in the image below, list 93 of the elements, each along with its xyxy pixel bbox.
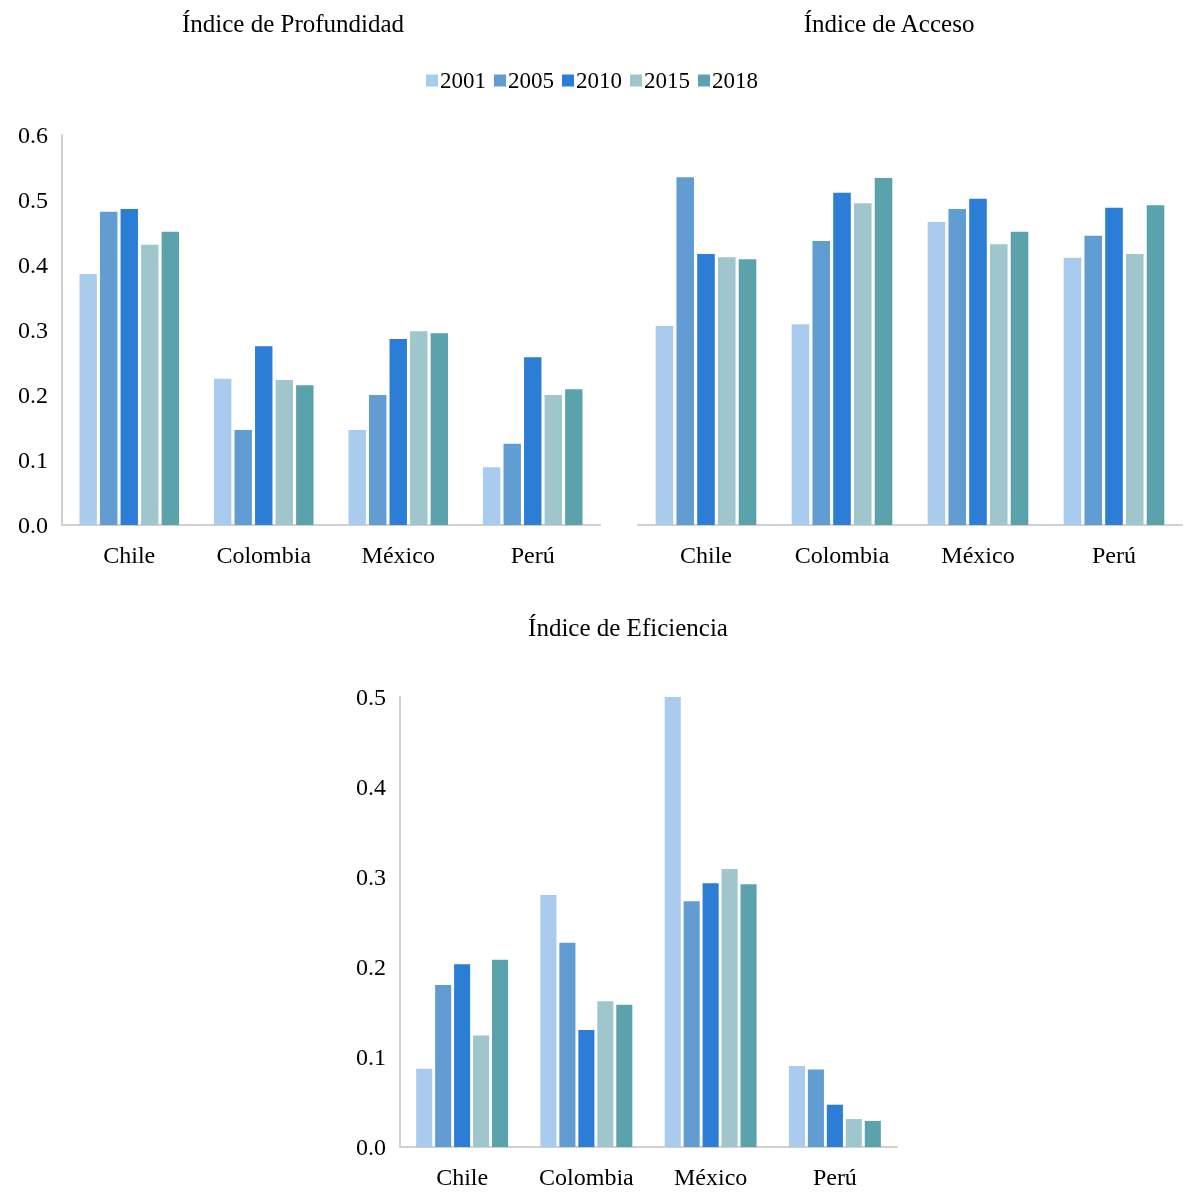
y-tick-label: 0.2 — [356, 954, 386, 980]
bar — [616, 1004, 633, 1147]
y-tick-label: 0.0 — [356, 1134, 386, 1160]
bar — [275, 380, 293, 525]
bar — [369, 395, 387, 525]
bar — [100, 211, 118, 525]
bar — [702, 883, 719, 1147]
bar — [845, 1119, 862, 1147]
y-tick-label: 0.4 — [356, 774, 386, 800]
x-tick-label: Perú — [812, 1164, 857, 1190]
y-tick-label: 0.3 — [18, 317, 48, 343]
x-tick-label: Chile — [103, 542, 156, 568]
y-tick-label: 0.5 — [18, 187, 48, 213]
legend-label: 2015 — [644, 68, 690, 93]
x-tick-label: Colombia — [539, 1164, 635, 1190]
x-tick-label: Perú — [1092, 542, 1136, 568]
y-tick-label: 0.3 — [356, 864, 386, 890]
bar — [482, 467, 501, 525]
bar — [430, 333, 449, 525]
bar — [141, 244, 159, 525]
bar — [927, 222, 946, 525]
bar — [416, 1068, 433, 1147]
bar — [79, 274, 97, 525]
bar — [1146, 205, 1165, 525]
bar — [234, 430, 252, 525]
bar — [683, 901, 700, 1147]
x-tick-label: Chile — [436, 1164, 489, 1190]
bar — [435, 985, 452, 1147]
bar — [655, 326, 674, 525]
bar — [791, 324, 810, 525]
y-tick-label: 0.5 — [356, 684, 386, 710]
legend-label: 2005 — [508, 68, 554, 93]
bar — [565, 389, 583, 525]
bar — [717, 257, 736, 525]
bar — [255, 346, 273, 525]
x-tick-label: México — [941, 542, 1015, 568]
x-tick-label: México — [673, 1164, 748, 1190]
bar — [1125, 253, 1144, 525]
bar — [389, 339, 407, 525]
bar — [697, 253, 715, 525]
bar — [664, 697, 681, 1147]
bar — [540, 895, 557, 1147]
y-tick-label: 0.0 — [18, 512, 48, 538]
bar — [544, 395, 562, 525]
bar — [597, 1001, 614, 1147]
bar — [1105, 207, 1123, 525]
bar — [161, 231, 180, 525]
chart-title: Índice de Eficiencia — [528, 614, 728, 641]
bar — [853, 203, 872, 525]
bar — [874, 177, 893, 525]
bar — [1010, 231, 1029, 525]
bar — [1084, 235, 1103, 525]
chart-title: Índice de Acceso — [803, 10, 975, 37]
x-tick-label: Chile — [680, 542, 732, 568]
bar — [578, 1030, 595, 1147]
bar — [1063, 257, 1082, 525]
bar — [812, 240, 831, 525]
y-tick-label: 0.1 — [356, 1044, 386, 1070]
bar — [826, 1104, 843, 1147]
bar — [120, 209, 138, 525]
bar — [740, 884, 757, 1147]
bar — [296, 385, 314, 525]
bar — [788, 1066, 805, 1147]
bar — [807, 1069, 824, 1147]
legend-label: 2001 — [440, 68, 486, 93]
y-tick-label: 0.4 — [18, 252, 48, 278]
x-tick-label: México — [361, 542, 435, 568]
bar — [738, 259, 757, 525]
x-tick-label: Perú — [510, 542, 555, 568]
bar — [454, 964, 471, 1147]
y-tick-label: 0.6 — [18, 122, 48, 148]
bar — [213, 378, 232, 525]
bar — [524, 357, 542, 525]
bar — [410, 331, 428, 525]
bar — [989, 244, 1008, 525]
bar — [969, 198, 987, 525]
bar — [348, 430, 366, 525]
x-tick-label: Colombia — [216, 542, 312, 568]
bar — [559, 942, 576, 1147]
legend-label: 2018 — [712, 68, 758, 93]
y-tick-label: 0.2 — [18, 382, 48, 408]
bar — [473, 1035, 490, 1147]
y-tick-label: 0.1 — [18, 447, 48, 473]
bar — [864, 1120, 881, 1147]
legend-label: 2010 — [576, 68, 622, 93]
x-tick-label: Colombia — [794, 542, 890, 568]
bar — [503, 443, 521, 525]
bar — [721, 868, 738, 1147]
bar — [492, 959, 509, 1147]
bar — [676, 177, 695, 525]
bar — [948, 209, 967, 525]
bar — [833, 192, 851, 525]
chart-title: Índice de Profundidad — [181, 10, 405, 37]
